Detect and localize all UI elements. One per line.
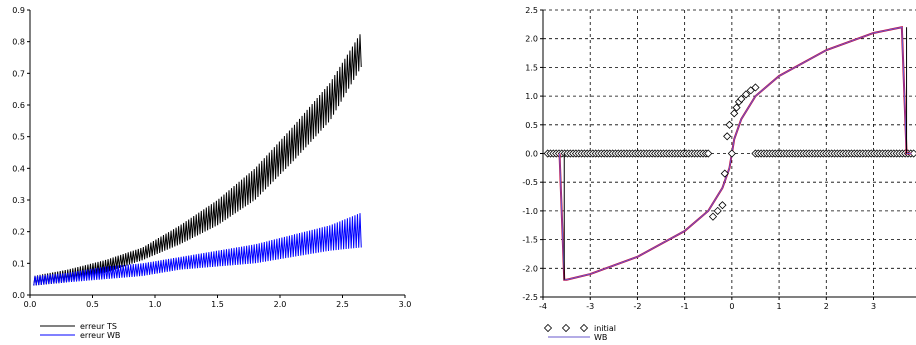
legend-diamond-icon bbox=[579, 323, 589, 333]
initial-markers-center bbox=[704, 83, 760, 221]
left-x-tick-label: 1.5 bbox=[211, 300, 224, 309]
right-x-tick-label: -2 bbox=[633, 302, 641, 311]
left-y-tick-label: 0.9 bbox=[12, 6, 25, 15]
left-y-tick-label: 0.7 bbox=[12, 69, 25, 78]
initial-marker bbox=[708, 212, 718, 221]
series-erreur-wb-line bbox=[33, 213, 362, 286]
left-x-tick-label: 3.0 bbox=[399, 300, 412, 309]
right-chart: -4 -3 -2 -1 0 1 2 3 -2.5 -2.0 -1.5 -1.0 -0.5 0.0 0.5 1.… bbox=[522, 6, 916, 342]
right-legend-label-initial: initial bbox=[594, 324, 616, 333]
left-y-tick-label: 0.2 bbox=[12, 228, 25, 237]
initial-marker bbox=[746, 86, 755, 95]
initial-marker bbox=[727, 149, 736, 158]
left-y-tick-label: 0.3 bbox=[12, 196, 25, 205]
left-y-tick-label: 0.4 bbox=[12, 164, 25, 173]
left-x-tick-label: 2.0 bbox=[274, 300, 287, 309]
initial-marker bbox=[741, 90, 751, 99]
right-y-tick-label: -0.5 bbox=[522, 178, 538, 187]
right-legend-label-wb: WB bbox=[594, 333, 607, 342]
left-y-tick-label: 0.1 bbox=[12, 259, 25, 268]
left-legend-label: erreur TS bbox=[80, 322, 117, 331]
right-y-tick-label: 0.5 bbox=[525, 121, 538, 130]
left-x-tick-label: 1.0 bbox=[149, 300, 162, 309]
right-x-tick-label: 0 bbox=[729, 302, 734, 311]
right-x-tick-label: 2 bbox=[824, 302, 829, 311]
left-y-tick-label: 0.0 bbox=[12, 291, 25, 300]
left-y-tick-label: 0.6 bbox=[12, 101, 25, 110]
initial-marker bbox=[713, 206, 722, 215]
left-x-tick-label: 0.5 bbox=[86, 300, 99, 309]
right-y-tick-label: -2.0 bbox=[522, 264, 538, 273]
right-y-tick-label: -1.0 bbox=[522, 207, 538, 216]
left-legend-label: erreur WB bbox=[80, 331, 120, 340]
initial-marker bbox=[751, 83, 760, 92]
initial-marker bbox=[732, 103, 741, 112]
right-x-tick-label: -4 bbox=[539, 302, 547, 311]
right-y-tick-label: 2.0 bbox=[525, 35, 538, 44]
legend-diamond-icon bbox=[543, 323, 553, 333]
series-erreur-ts-line bbox=[33, 34, 362, 286]
initial-marker bbox=[723, 132, 732, 141]
left-y-tick-label: 0.5 bbox=[12, 133, 25, 142]
left-y-tick-label: 0.8 bbox=[12, 38, 25, 47]
initial-marker bbox=[725, 120, 734, 129]
right-y-tick-label: 1.5 bbox=[525, 63, 538, 72]
right-x-tick-label: 1 bbox=[777, 302, 782, 311]
right-y-tick-label: -2.5 bbox=[522, 293, 538, 302]
right-y-tick-label: 0.0 bbox=[525, 150, 538, 159]
initial-marker bbox=[737, 94, 746, 104]
left-x-tick-label: 0.0 bbox=[24, 300, 37, 309]
legend-diamond-icon bbox=[561, 323, 571, 333]
initial-marker bbox=[720, 169, 729, 178]
right-y-tick-label: 2.5 bbox=[525, 6, 538, 15]
initial-marker bbox=[730, 109, 739, 118]
left-chart: 0.0 0.5 1.0 1.5 2.0 2.5 3.0 0.0 0.1 0.2 0.3 0.4 0.5 0… bbox=[12, 6, 411, 340]
right-x-tick-label: -3 bbox=[586, 302, 594, 311]
initial-marker bbox=[704, 149, 713, 158]
right-y-tick-label: 1.0 bbox=[525, 92, 538, 101]
initial-marker bbox=[718, 201, 727, 210]
left-x-tick-label: 2.5 bbox=[336, 300, 349, 309]
right-y-tick-label: -1.5 bbox=[522, 236, 538, 245]
right-x-tick-label: -1 bbox=[681, 302, 689, 311]
right-x-tick-label: 3 bbox=[871, 302, 876, 311]
